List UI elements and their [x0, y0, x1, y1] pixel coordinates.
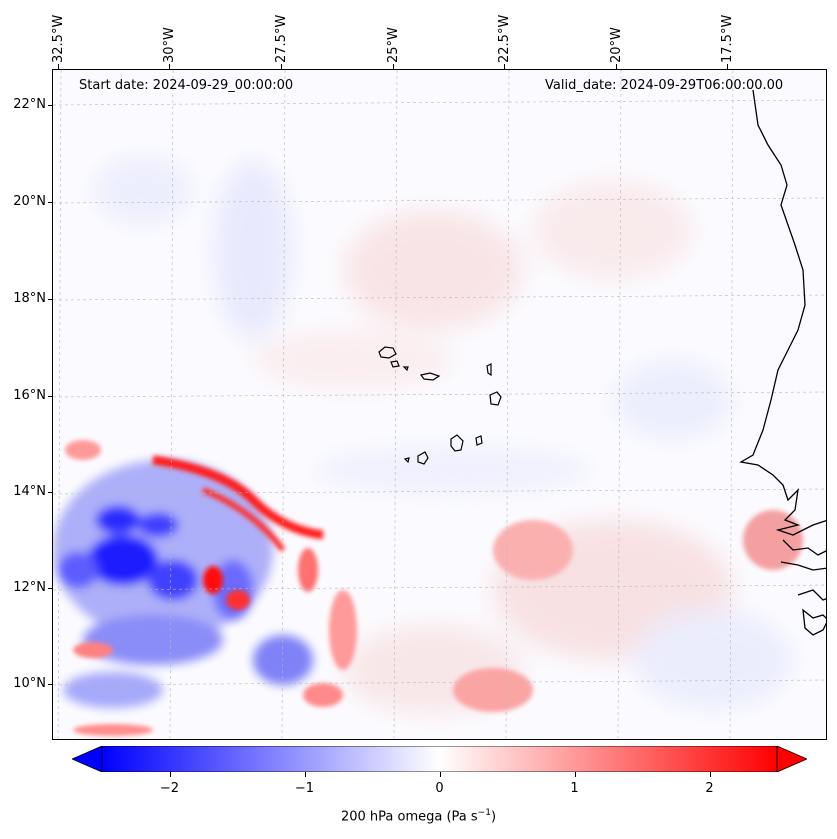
longitude-tick	[393, 64, 394, 69]
gridlines	[53, 70, 826, 739]
latitude-tick	[48, 105, 52, 106]
colorbar-tick	[709, 772, 711, 777]
colorbar-label-sup: −1	[477, 808, 491, 818]
latitude-tick	[48, 299, 52, 300]
colorbar-outline	[101, 746, 778, 772]
longitude-label: 17.5°W	[720, 14, 735, 63]
longitude-tick	[504, 64, 505, 69]
longitude-label: 25°W	[386, 27, 401, 63]
convective-region	[53, 460, 313, 708]
colorbar	[72, 746, 807, 772]
colorbar-tick	[574, 772, 576, 777]
latitude-tick	[48, 396, 52, 397]
colorbar-tick-label: −1	[294, 781, 315, 796]
start-date-label: Start date: 2024-09-29_00:00:00	[79, 78, 294, 93]
longitude-label: 20°W	[609, 27, 624, 63]
longitude-label: 27.5°W	[274, 14, 289, 63]
colorbar-label: 200 hPa omega (Pa s−1)	[0, 808, 837, 824]
valid-date-label: Valid_date: 2024-09-29T06:00:00.00	[545, 78, 784, 93]
colorbar-tick-label: 2	[705, 781, 714, 796]
colorbar-extend-low	[72, 746, 103, 772]
latitude-label: 10°N	[13, 676, 46, 691]
african-coastline	[739, 89, 826, 636]
colorbar-tick-label: 1	[570, 781, 579, 796]
latitude-label: 18°N	[13, 291, 46, 306]
colorbar-tick	[439, 772, 441, 777]
longitude-tick	[281, 64, 282, 69]
latitude-label: 14°N	[13, 484, 46, 499]
latitude-label: 20°N	[13, 194, 46, 209]
latitude-label: 12°N	[13, 580, 46, 595]
colorbar-tick-label: 0	[435, 781, 444, 796]
colorbar-tick-label: −2	[159, 781, 180, 796]
longitude-tick	[616, 64, 617, 69]
latitude-tick	[48, 588, 52, 589]
longitude-tick	[727, 64, 728, 69]
colorbar-gradient	[102, 746, 777, 772]
longitude-label: 30°W	[162, 27, 177, 63]
map-panel	[52, 69, 827, 740]
omega-field-svg	[53, 70, 826, 739]
longitude-label: 22.5°W	[497, 14, 512, 63]
latitude-label: 22°N	[13, 97, 46, 112]
cape-verde-islands	[378, 346, 502, 465]
latitude-tick	[48, 202, 52, 203]
updraft-band	[65, 440, 803, 736]
colorbar-extend-high	[776, 746, 807, 772]
colorbar-label-end: )	[490, 809, 497, 825]
longitude-label: 32.5°W	[51, 14, 66, 63]
header-strip	[20, 5, 756, 27]
colorbar-tick	[304, 772, 306, 777]
latitude-label: 16°N	[13, 388, 46, 403]
colorbar-label-main: 200 hPa omega (Pa s	[340, 809, 478, 825]
longitude-tick	[169, 64, 170, 69]
latitude-tick	[48, 684, 52, 685]
latitude-tick	[48, 492, 52, 493]
colorbar-tick	[169, 772, 171, 777]
longitude-tick	[58, 64, 59, 69]
